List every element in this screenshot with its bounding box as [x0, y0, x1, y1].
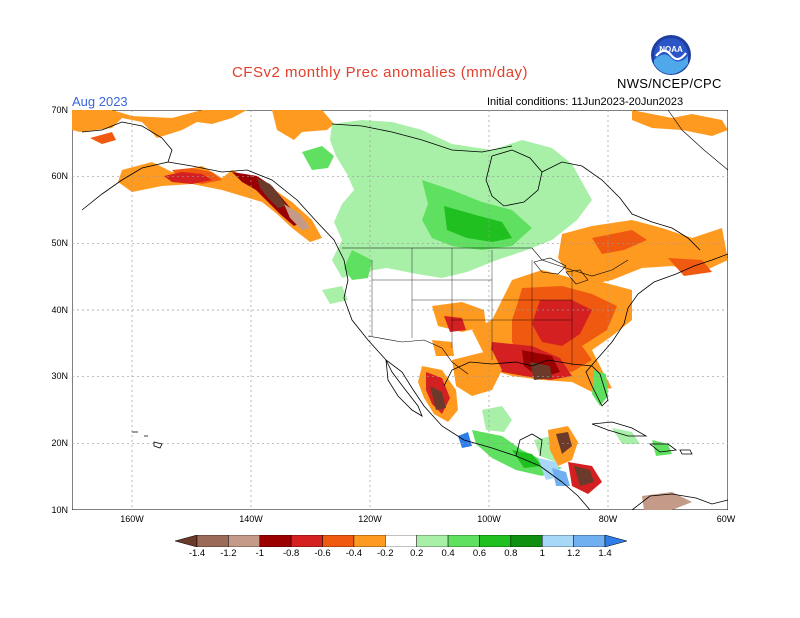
colorbar-bin-10: [479, 535, 512, 547]
colorbar-label: -0.8: [282, 548, 300, 559]
lon-label-140w: 140W: [239, 514, 263, 524]
colorbar: [175, 535, 627, 547]
colorbar-bin-4: [290, 535, 323, 547]
colorbar-label: -1.2: [220, 548, 237, 559]
initial-conditions-label: Initial conditions: 11Jun2023-20Jun2023: [487, 96, 684, 108]
lon-label-160w: 160W: [120, 514, 144, 524]
colorbar-bin-6: [353, 535, 386, 547]
colorbar-label: 1.2: [567, 548, 581, 559]
colorbar-label: -0.6: [314, 548, 331, 559]
colorbar-bin-9: [447, 535, 480, 547]
colorbar-bin-8: [416, 535, 449, 547]
colorbar-label: 0.8: [504, 548, 518, 559]
colorbar-bin-1: [196, 535, 229, 547]
colorbar-bin-14: [604, 535, 627, 547]
lat-lon-grid: [72, 110, 728, 510]
lat-label-50n: 50N: [51, 238, 68, 248]
noaa-logo-text: NOAA: [659, 45, 683, 54]
colorbar-label: -0.2: [377, 548, 394, 559]
colorbar-bin-13: [573, 535, 606, 547]
colorbar-label: 0.4: [441, 548, 455, 559]
lat-label-20n: 20N: [51, 438, 68, 448]
colorbar-label: 0.2: [410, 548, 424, 559]
colorbar-bin-0: [175, 535, 198, 547]
lat-label-60n: 60N: [51, 171, 68, 181]
lat-label-30n: 30N: [51, 371, 68, 381]
colorbar-label: 0.6: [472, 548, 487, 559]
colorbar-bin-3: [259, 535, 292, 547]
lon-label-80w: 80W: [598, 514, 618, 524]
coastlines: [81, 110, 728, 510]
precip-anomaly-map: [72, 110, 728, 510]
lon-label-120w: 120W: [358, 514, 382, 524]
lon-label-60w: 60W: [716, 514, 736, 524]
colorbar-bin-2: [228, 535, 261, 547]
colorbar-bin-11: [510, 535, 543, 547]
lon-label-100w: 100W: [477, 514, 501, 524]
colorbar-label: 1: [539, 548, 545, 559]
chart-title: CFSv2 monthly Prec anomalies (mm/day): [231, 64, 529, 81]
colorbar-label: -0.4: [345, 548, 363, 559]
colorbar-bin-7: [385, 535, 417, 547]
colorbar-bin-12: [541, 535, 574, 547]
colorbar-label: -1.4: [188, 548, 206, 559]
lat-label-40n: 40N: [51, 305, 68, 315]
organization-label: NWS/NCEP/CPC: [617, 76, 722, 91]
target-month-label: Aug 2023: [72, 94, 128, 109]
noaa-logo-icon: NOAA: [651, 35, 691, 75]
colorbar-label: -1: [255, 548, 264, 559]
colorbar-bin-5: [322, 535, 355, 547]
lat-label-70n: 70N: [51, 105, 68, 115]
colorbar-label: 1.4: [598, 548, 612, 559]
lat-label-10n: 10N: [51, 505, 68, 515]
